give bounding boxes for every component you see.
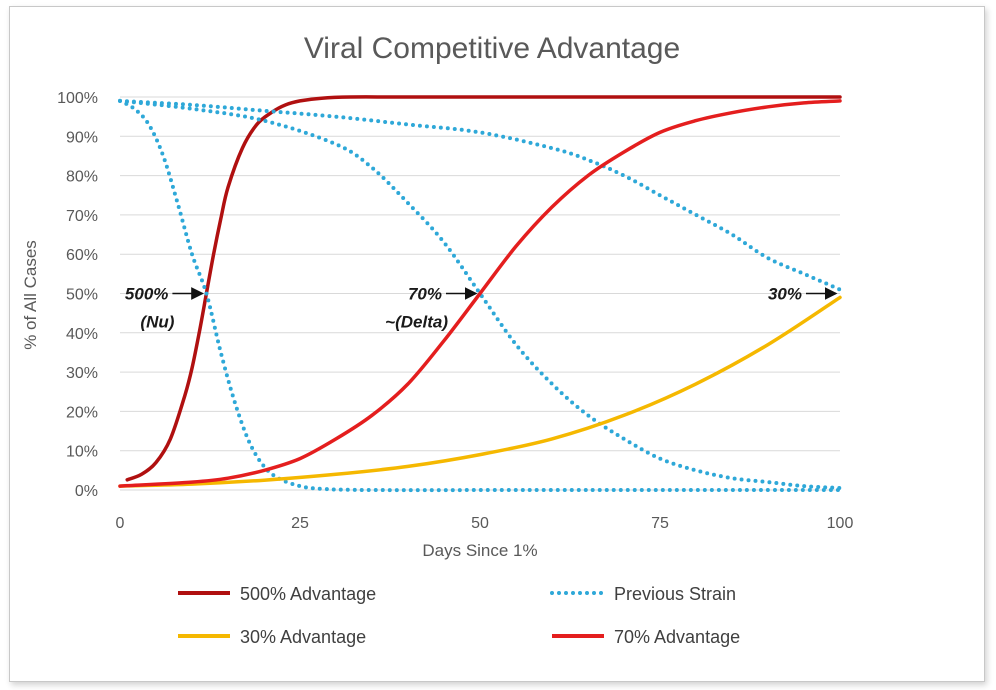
y-tick-label: 20%	[66, 404, 98, 421]
y-tick-label: 30%	[66, 365, 98, 382]
y-tick-label: 60%	[66, 247, 98, 264]
series-line-previous-strain	[118, 98, 842, 292]
series-line-30-advantage	[118, 295, 842, 488]
legend-label: 500% Advantage	[240, 584, 376, 604]
legend: 500% Advantage Previous Strain 30% Advanta…	[178, 584, 740, 647]
legend-label: 70% Advantage	[614, 627, 740, 647]
annotation-sublabel: (Nu)	[140, 313, 174, 332]
x-tick-label: 100	[827, 515, 854, 532]
series-line-previous-strain	[118, 98, 842, 493]
y-tick-label: 90%	[66, 129, 98, 146]
x-tick-labels: 0 25 50 75 100	[116, 515, 854, 532]
x-tick-label: 50	[471, 515, 489, 532]
y-tick-label: 100%	[57, 90, 98, 107]
chart-title: Viral Competitive Advantage	[304, 32, 680, 65]
annotation-label: 70%	[408, 285, 442, 304]
y-tick-label: 0%	[75, 483, 98, 500]
annotation-label: 30%	[768, 285, 802, 304]
y-axis-title: % of All Cases	[21, 240, 40, 350]
y-tick-label: 10%	[66, 444, 98, 461]
y-tick-label: 40%	[66, 326, 98, 343]
series-line-70-advantage	[118, 99, 842, 488]
y-tick-label: 50%	[66, 287, 98, 304]
annotation-sublabel: ~(Delta)	[385, 313, 448, 332]
annotation-label: 500%	[125, 285, 168, 304]
legend-label: Previous Strain	[614, 584, 736, 604]
x-axis-title: Days Since 1%	[422, 541, 537, 560]
legend-label: 30% Advantage	[240, 627, 366, 647]
y-tick-label: 80%	[66, 169, 98, 186]
annotations: 500% (Nu) 70% ~(Delta) 30%	[125, 285, 838, 332]
x-tick-label: 25	[291, 515, 309, 532]
series-line-previous-strain	[118, 98, 842, 490]
x-tick-label: 75	[651, 515, 669, 532]
chart-frame	[9, 6, 985, 682]
series-line-500-advantage	[125, 95, 842, 482]
series-lines	[118, 95, 842, 493]
y-tick-labels: 0% 10% 20% 30% 40% 50% 60% 70% 80% 90% 100%	[57, 90, 98, 500]
x-tick-label: 0	[116, 515, 125, 532]
y-tick-label: 70%	[66, 208, 98, 225]
